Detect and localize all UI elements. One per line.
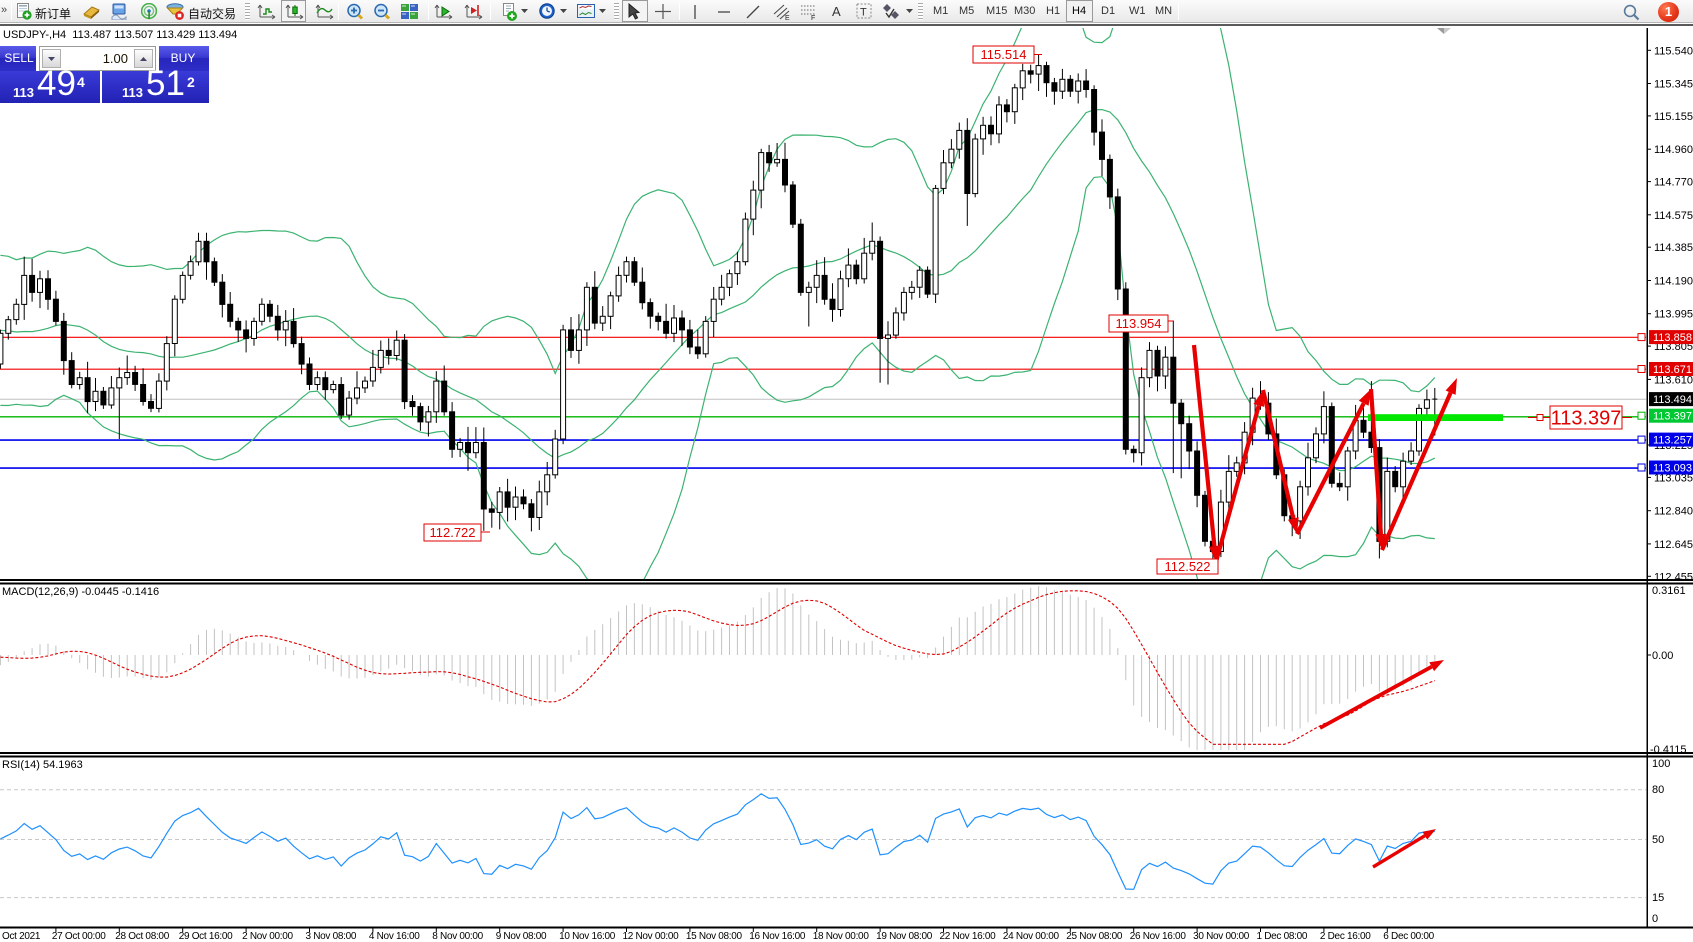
svg-text:115.155: 115.155 <box>1654 111 1693 123</box>
svg-text:113.093: 113.093 <box>1653 463 1692 475</box>
svg-text:115.345: 115.345 <box>1654 79 1693 91</box>
svg-text:114.575: 114.575 <box>1654 210 1693 222</box>
svg-text:4 Nov 16:00: 4 Nov 16:00 <box>369 931 420 942</box>
svg-text:114.190: 114.190 <box>1654 276 1693 288</box>
svg-text:25 Nov 08:00: 25 Nov 08:00 <box>1066 931 1123 942</box>
svg-text:2 Nov 00:00: 2 Nov 00:00 <box>242 931 293 942</box>
svg-text:19 Nov 08:00: 19 Nov 08:00 <box>876 931 933 942</box>
svg-text:1 Dec 08:00: 1 Dec 08:00 <box>1257 931 1308 942</box>
svg-text:15 Nov 08:00: 15 Nov 08:00 <box>686 931 743 942</box>
svg-text:12 Nov 00:00: 12 Nov 00:00 <box>623 931 680 942</box>
svg-text:RSI(14) 54.1963: RSI(14) 54.1963 <box>2 759 83 771</box>
svg-text:112.455: 112.455 <box>1654 571 1693 583</box>
svg-text:113.397: 113.397 <box>1653 411 1692 423</box>
svg-text:112.840: 112.840 <box>1654 506 1693 518</box>
svg-text:112.645: 112.645 <box>1654 539 1693 551</box>
svg-text:113.858: 113.858 <box>1653 332 1692 344</box>
svg-text:15: 15 <box>1652 892 1664 904</box>
svg-text:113.035: 113.035 <box>1654 472 1693 484</box>
svg-text:18 Nov 00:00: 18 Nov 00:00 <box>813 931 870 942</box>
svg-text:113.995: 113.995 <box>1654 309 1693 321</box>
svg-text:30 Nov 00:00: 30 Nov 00:00 <box>1193 931 1250 942</box>
svg-text:115.540: 115.540 <box>1654 45 1693 57</box>
svg-text:115.514: 115.514 <box>980 47 1026 62</box>
svg-text:113.610: 113.610 <box>1654 374 1693 386</box>
svg-text:114.770: 114.770 <box>1654 177 1693 189</box>
svg-text:113.671: 113.671 <box>1653 364 1692 376</box>
svg-text:112.722: 112.722 <box>429 525 475 540</box>
svg-text:USDJPY-,H4 113.487 113.507 11: USDJPY-,H4 113.487 113.507 113.429 113.4… <box>3 29 237 41</box>
svg-text:F: F <box>811 15 815 21</box>
svg-text:50: 50 <box>1652 834 1664 846</box>
svg-text:0.3161: 0.3161 <box>1652 585 1686 597</box>
svg-text:28 Oct 08:00: 28 Oct 08:00 <box>115 931 169 942</box>
svg-text:114.385: 114.385 <box>1654 242 1693 254</box>
svg-text:113.397: 113.397 <box>1551 408 1622 430</box>
svg-text:113.954: 113.954 <box>1115 316 1161 331</box>
svg-text:3 Nov 08:00: 3 Nov 08:00 <box>306 931 357 942</box>
svg-text:112.522: 112.522 <box>1164 559 1210 574</box>
svg-text:29 Oct 16:00: 29 Oct 16:00 <box>179 931 233 942</box>
svg-text:16 Nov 16:00: 16 Nov 16:00 <box>749 931 806 942</box>
svg-text:22 Nov 16:00: 22 Nov 16:00 <box>940 931 997 942</box>
svg-text:114.960: 114.960 <box>1654 144 1693 156</box>
svg-text:10 Nov 16:00: 10 Nov 16:00 <box>559 931 616 942</box>
svg-text:-0.4115: -0.4115 <box>1650 744 1687 756</box>
svg-text:24 Nov 00:00: 24 Nov 00:00 <box>1003 931 1060 942</box>
svg-text:113.257: 113.257 <box>1653 435 1692 447</box>
svg-text:MACD(12,26,9) -0.0445 -0.1416: MACD(12,26,9) -0.0445 -0.1416 <box>2 586 159 598</box>
svg-text:26 Nov 16:00: 26 Nov 16:00 <box>1130 931 1187 942</box>
svg-text:80: 80 <box>1652 784 1664 796</box>
svg-text:6 Dec 00:00: 6 Dec 00:00 <box>1383 931 1434 942</box>
svg-text:0: 0 <box>1652 913 1658 925</box>
svg-text:27 Oct 00:00: 27 Oct 00:00 <box>52 931 106 942</box>
svg-text:0.00: 0.00 <box>1652 650 1673 662</box>
svg-text:100: 100 <box>1652 758 1670 770</box>
svg-text:E: E <box>785 15 790 21</box>
svg-text:9 Nov 08:00: 9 Nov 08:00 <box>496 931 547 942</box>
svg-text:Oct 2021: Oct 2021 <box>2 931 41 942</box>
svg-text:113.494: 113.494 <box>1653 394 1692 406</box>
svg-text:2 Dec 16:00: 2 Dec 16:00 <box>1320 931 1371 942</box>
svg-text:8 Nov 00:00: 8 Nov 00:00 <box>432 931 483 942</box>
svg-text:T: T <box>860 7 867 19</box>
